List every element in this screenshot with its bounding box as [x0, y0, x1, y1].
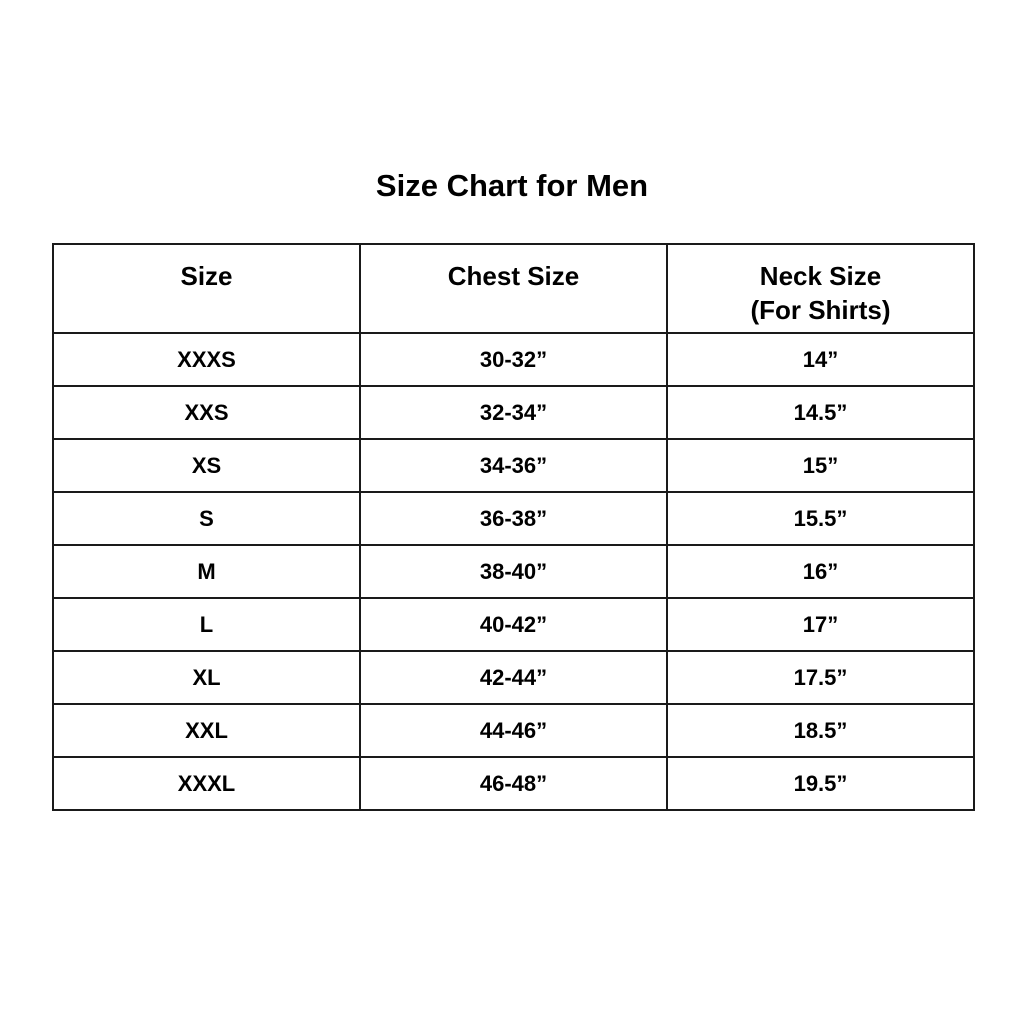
chest-size-cell: 40-42”	[359, 597, 668, 652]
table-row: XXL 44-46” 18.5”	[52, 703, 975, 758]
size-cell: XXL	[52, 703, 361, 758]
chest-size-cell: 46-48”	[359, 756, 668, 811]
neck-size-cell: 18.5”	[666, 703, 975, 758]
table-row: XS 34-36” 15”	[52, 438, 975, 493]
neck-size-cell: 14.5”	[666, 385, 975, 440]
table-row: XXXS 30-32” 14”	[52, 332, 975, 387]
neck-size-cell: 15”	[666, 438, 975, 493]
size-chart-table: Size Chest Size Neck Size (For Shirts) XX…	[52, 243, 975, 811]
neck-size-cell: 19.5”	[666, 756, 975, 811]
size-cell: M	[52, 544, 361, 599]
header-row: Size Chest Size Neck Size (For Shirts)	[52, 243, 975, 334]
chest-size-cell: 38-40”	[359, 544, 668, 599]
chest-size-cell: 30-32”	[359, 332, 668, 387]
header-chest-label: Chest Size	[447, 261, 580, 291]
table-row: S 36-38” 15.5”	[52, 491, 975, 546]
table-row: M 38-40” 16”	[52, 544, 975, 599]
chest-size-cell: 36-38”	[359, 491, 668, 546]
table-row: XL 42-44” 17.5”	[52, 650, 975, 705]
neck-size-cell: 17.5”	[666, 650, 975, 705]
table-row: L 40-42” 17”	[52, 597, 975, 652]
header-size: Size	[52, 243, 361, 334]
size-cell: XXXS	[52, 332, 361, 387]
table-row: XXS 32-34” 14.5”	[52, 385, 975, 440]
header-chest-size: Chest Size	[359, 243, 668, 334]
header-neck-size: Neck Size (For Shirts)	[666, 243, 975, 334]
chest-size-cell: 42-44”	[359, 650, 668, 705]
size-cell: S	[52, 491, 361, 546]
table-row: XXXL 46-48” 19.5”	[52, 756, 975, 811]
header-size-label: Size	[180, 261, 233, 291]
neck-size-cell: 17”	[666, 597, 975, 652]
size-cell: L	[52, 597, 361, 652]
header-neck-sublabel: (For Shirts)	[750, 295, 891, 325]
header-neck-label: Neck Size	[759, 261, 882, 291]
chest-size-cell: 44-46”	[359, 703, 668, 758]
chest-size-cell: 32-34”	[359, 385, 668, 440]
chest-size-cell: 34-36”	[359, 438, 668, 493]
neck-size-cell: 14”	[666, 332, 975, 387]
size-cell: XL	[52, 650, 361, 705]
page-title: Size Chart for Men	[375, 168, 649, 203]
neck-size-cell: 16”	[666, 544, 975, 599]
size-cell: XS	[52, 438, 361, 493]
size-cell: XXS	[52, 385, 361, 440]
size-cell: XXXL	[52, 756, 361, 811]
neck-size-cell: 15.5”	[666, 491, 975, 546]
